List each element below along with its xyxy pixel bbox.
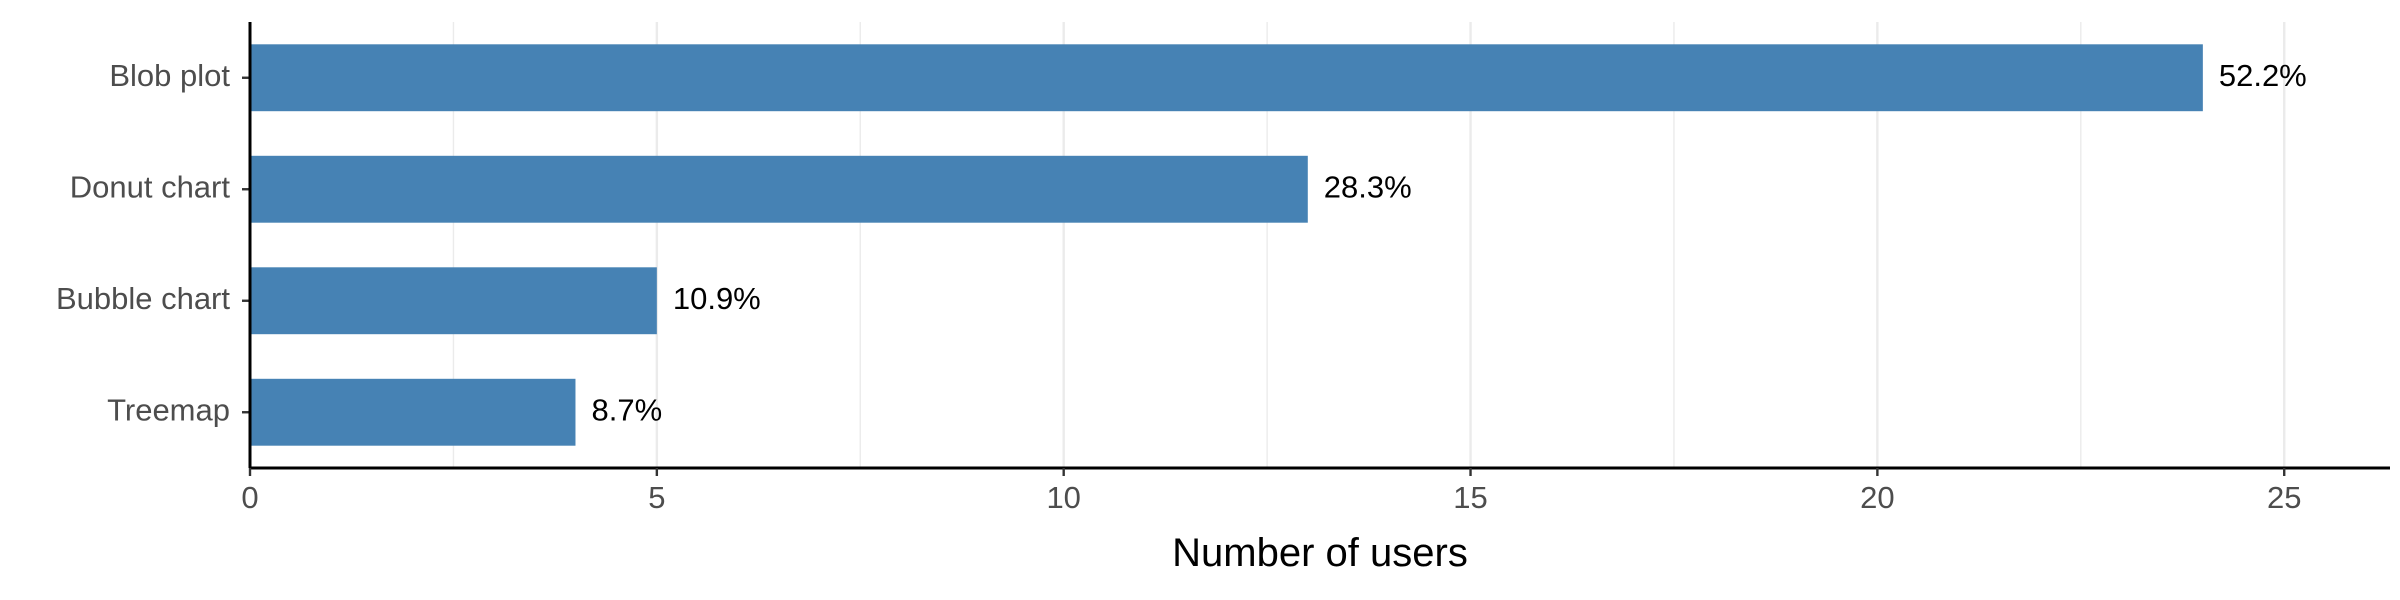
y-tick-label: Bubble chart bbox=[56, 281, 230, 316]
labels: 52.2% Blob plot 28.3% Donut chart 10.9% Bubbl… bbox=[56, 58, 2307, 515]
bar bbox=[250, 378, 576, 446]
bar bbox=[250, 44, 2203, 112]
data-label: 28.3% bbox=[1324, 169, 1412, 204]
x-axis-title: Number of users bbox=[1172, 531, 1468, 575]
x-tick-label: 25 bbox=[2267, 480, 2301, 515]
x-tick-label: 20 bbox=[1860, 480, 1894, 515]
x-tick-label: 15 bbox=[1453, 480, 1487, 515]
y-tick-label: Donut chart bbox=[70, 169, 231, 204]
y-tick-label: Treemap bbox=[107, 392, 230, 427]
data-label: 10.9% bbox=[673, 281, 761, 316]
bar bbox=[250, 267, 657, 335]
y-tick-label: Blob plot bbox=[109, 58, 230, 93]
bars bbox=[250, 44, 2203, 446]
bar bbox=[250, 155, 1308, 223]
x-tick-label: 0 bbox=[241, 480, 258, 515]
axes bbox=[242, 22, 2390, 476]
data-label: 52.2% bbox=[2219, 58, 2307, 93]
x-tick-label: 5 bbox=[648, 480, 665, 515]
x-tick-label: 10 bbox=[1046, 480, 1080, 515]
data-label: 8.7% bbox=[591, 392, 662, 427]
